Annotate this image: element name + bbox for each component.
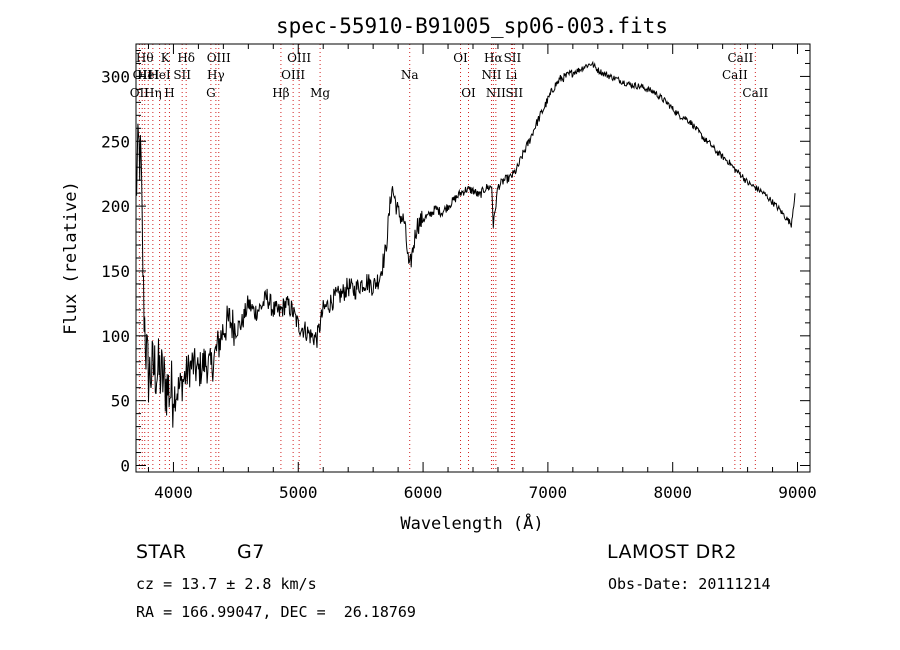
line-label: OII bbox=[130, 86, 150, 100]
chart-title: spec-55910-B91005_sp06-003.fits bbox=[276, 14, 668, 38]
line-label: CaII bbox=[727, 51, 753, 65]
y-tick-label: 150 bbox=[101, 262, 130, 281]
line-label: OIII bbox=[281, 68, 305, 82]
line-label: Li bbox=[506, 68, 518, 82]
line-label: SII bbox=[505, 86, 523, 100]
line-label: OIII bbox=[207, 51, 231, 65]
survey-name: LAMOST DR2 bbox=[607, 541, 737, 563]
y-tick-label: 0 bbox=[120, 457, 130, 476]
object-subclass: G7 bbox=[237, 541, 265, 563]
line-label: NII bbox=[486, 86, 506, 100]
line-label: OI bbox=[453, 51, 468, 65]
y-tick-label: 50 bbox=[111, 392, 130, 411]
line-label: CaII bbox=[722, 68, 748, 82]
y-tick-label: 250 bbox=[101, 132, 130, 151]
x-tick-label: 6000 bbox=[404, 483, 443, 502]
line-label: H bbox=[164, 86, 174, 100]
line-label: Na bbox=[401, 68, 419, 82]
x-tick-label: 8000 bbox=[653, 483, 692, 502]
emission-line-labels: OIIOIIHθHeIHηHeIKHSIIHδGHγOIIIHβOIIIOIII… bbox=[130, 51, 769, 100]
line-label: Hθ bbox=[136, 51, 154, 65]
plot-frame bbox=[135, 43, 811, 473]
line-label: HeI bbox=[137, 68, 160, 82]
line-label: OI bbox=[461, 86, 476, 100]
line-label: SII bbox=[173, 68, 191, 82]
line-label: CaII bbox=[742, 86, 768, 100]
spectrum-series bbox=[135, 60, 796, 428]
line-label: Hδ bbox=[177, 51, 195, 65]
redshift-velocity: cz = 13.7 ± 2.8 km/s bbox=[136, 575, 317, 593]
line-label: Mg bbox=[310, 86, 330, 100]
y-tick-label: 300 bbox=[101, 67, 130, 86]
x-axis-label: Wavelength (Å) bbox=[400, 512, 543, 534]
line-label: K bbox=[161, 51, 171, 65]
axis-ticks: 4000 5000 6000 7000 8000 9000 0 50 100 150 200 250 3… bbox=[101, 44, 817, 502]
observation-date: Obs-Date: 20111214 bbox=[608, 575, 771, 593]
object-class: STAR bbox=[136, 541, 187, 563]
line-label: G bbox=[206, 86, 216, 100]
x-tick-label: 7000 bbox=[529, 483, 568, 502]
y-axis-label: Flux (relative) bbox=[61, 181, 81, 335]
ra-dec-coordinates: RA = 166.99047, DEC = 26.18769 bbox=[136, 603, 416, 621]
y-tick-label: 100 bbox=[101, 327, 130, 346]
line-label: Hα bbox=[484, 51, 503, 65]
line-label: NII bbox=[481, 68, 501, 82]
line-label: HeI bbox=[148, 68, 171, 82]
line-label: OIII bbox=[287, 51, 311, 65]
line-label: Hβ bbox=[272, 86, 289, 100]
line-label: OII bbox=[133, 68, 153, 82]
x-tick-label: 4000 bbox=[154, 483, 193, 502]
x-tick-label: 9000 bbox=[778, 483, 817, 502]
line-label: Hη bbox=[144, 86, 162, 100]
y-tick-label: 200 bbox=[101, 197, 130, 216]
line-label: SII bbox=[504, 51, 522, 65]
x-tick-label: 5000 bbox=[279, 483, 318, 502]
emission-line-markers bbox=[138, 44, 756, 472]
line-label: Hγ bbox=[207, 68, 225, 82]
